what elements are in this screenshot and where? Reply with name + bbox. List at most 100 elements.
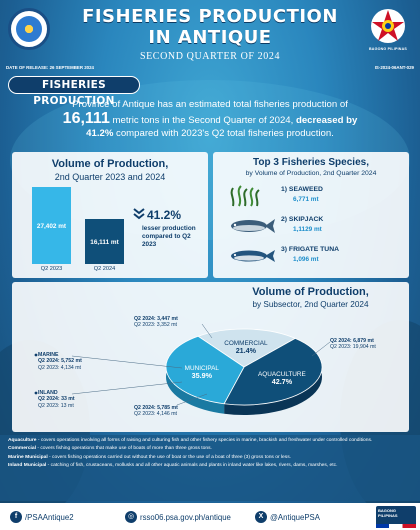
aquaculture-q2-2023: Q2 2023: 19,904 mt [330, 344, 376, 351]
bullet-dot [34, 353, 38, 357]
species-name: 1) SEAWEED [281, 186, 323, 193]
chevron-down-double-icon [133, 208, 145, 220]
municipal-q2-2024: Q2 2024: 5,785 mt [134, 405, 178, 411]
aquaculture-annotation: Q2 2024: 6,879 mt Q2 2023: 19,904 mt [330, 338, 376, 351]
commercial-annotation: Q2 2024: 3,447 mt Q2 2023: 3,352 mt [134, 316, 178, 329]
species-name: 3) FRIGATE TUNA [281, 246, 340, 253]
header: FISHERIES PRODUCTION IN ANTIQUE SECOND Q… [0, 0, 420, 62]
seaweed-icon [230, 185, 260, 207]
frigate-tuna-icon [231, 250, 275, 262]
badge-text: BAGONG PILIPINAS [378, 508, 398, 518]
volume-panel-title: Volume of Production, [51, 158, 169, 170]
lede-bold-2: 41.2% [86, 128, 114, 139]
inland-q2-2024: Q2 2024: 33 mt [38, 396, 75, 403]
municipal-annotation: Q2 2024: 5,785 mt Q2 2023: 4,146 mt [134, 405, 178, 418]
psa-seal-logo [8, 8, 50, 50]
change-percent: 41.2% [147, 208, 182, 222]
bagong-pilipinas-badge: BAGONG PILIPINAS [376, 506, 416, 528]
facebook-link[interactable]: f /PSAAntique2 [10, 510, 74, 524]
leader-line [176, 393, 208, 406]
page-title-line2: IN ANTIQUE [148, 27, 272, 48]
pie-slice-aquaculture [223, 337, 323, 406]
section-title: FISHERIES PRODUCTION [8, 76, 140, 107]
globe-icon: ◎ [125, 511, 137, 523]
twitter-link[interactable]: X @AntiquePSA [255, 510, 320, 524]
change-text: lesser production compared to Q2 2023 [142, 225, 196, 248]
species-value: 1,1129 mt [293, 226, 322, 233]
volume-panel-subtitle: 2nd Quarter 2023 and 2024 [54, 172, 166, 182]
bar-label-q2-2024: Q2 2024 [93, 266, 116, 272]
pie-slice-side [165, 336, 225, 414]
subsector-panel: Volume of Production, by Subsector, 2nd … [12, 282, 409, 432]
facebook-handle: /PSAAntique2 [25, 512, 74, 522]
marine-label: MARINE [38, 352, 59, 358]
meta-row: DATE OF RELEASE: 26 SEPTEMBER 2024 IS-20… [0, 64, 420, 74]
species-item: 3) FRIGATE TUNA 1,096 mt [213, 242, 409, 272]
subsector-pie-chart: COMMERCIAL 21.4% AQUACULTURE 42.7% MUNICIPAL… [12, 282, 409, 432]
commercial-q2-2024: Q2 2024: 3,447 mt [134, 316, 178, 322]
lede-total: 16,111 [62, 109, 110, 127]
leader-line [71, 381, 183, 395]
note-term: Aquaculture [8, 438, 37, 443]
release-date: DATE OF RELEASE: 26 SEPTEMBER 2024 [6, 65, 94, 70]
inland-q2-2023: Q2 2023: 13 mt [38, 402, 74, 409]
skipjack-fish-icon [231, 219, 275, 233]
page-title-line1: FISHERIES PRODUCTION [82, 6, 338, 27]
note-term: Inland Municipal [8, 462, 47, 468]
pie-slice-side [224, 338, 323, 415]
bar-value-q2-2024: 16,111 mt [90, 239, 119, 246]
bullet-dot [34, 391, 38, 395]
reference-number: IS-2024-06ANT-029 [374, 65, 414, 70]
bar-label-q2-2023: Q2 2023 [40, 266, 63, 272]
twitter-handle: @AntiquePSA [270, 512, 320, 522]
leader-line [311, 341, 331, 357]
lede-text-1: Province of Antique has an estimated tot… [72, 99, 348, 110]
pie-label-municipal: MUNICIPAL [185, 365, 220, 372]
species-name: 2) SKIPJACK [281, 216, 324, 223]
lede-text-3: compared with 2023's Q2 total fisheries … [116, 128, 334, 139]
species-item: 2) SKIPJACK 1,1129 mt [213, 212, 409, 242]
footer: f /PSAAntique2 ◎ rsso06.psa.gov.ph/antiq… [0, 503, 420, 530]
pie-slice-municipal [165, 335, 245, 405]
facebook-icon: f [10, 511, 22, 523]
species-item: 1) SEAWEED 6,771 mt [213, 182, 409, 212]
note-term: Marine Municipal [8, 454, 48, 460]
species-panel-subtitle: by Volume of Production, 2nd Quarter 202… [245, 170, 377, 177]
note-marine-municipal: Marine Municipal - covers fishing operat… [8, 455, 412, 461]
lede-text-2: metric tons in the Second Quarter of 202… [112, 114, 294, 126]
marine-q2-2024: Q2 2024: 5,752 mt [38, 358, 82, 365]
species-value: 6,771 mt [293, 196, 319, 203]
bar-q2-2024 [85, 219, 124, 264]
note-inland-municipal: Inland Municipal - catching of fish, cru… [8, 463, 412, 469]
leader-line [201, 323, 213, 339]
note-text: - covers operations involving all forms … [36, 438, 373, 443]
species-panel-title: Top 3 Fisheries Species, [253, 157, 369, 168]
pie-value-municipal: 35.9% [192, 371, 213, 380]
marine-annotation: MARINE Q2 2024: 5,752 mt Q2 2023: 4,134 … [38, 352, 82, 371]
note-commercial: Commercial - covers fishing operations t… [8, 446, 412, 452]
pie-slice-commercial [197, 328, 297, 368]
species-value: 1,096 mt [293, 256, 319, 263]
definitions-notes: Aquaculture - covers operations involvin… [0, 435, 420, 501]
flag-stripe [376, 524, 416, 528]
bar-value-q2-2023: 27,402 mt [36, 223, 67, 230]
pie-value-aquaculture: 42.7% [272, 377, 293, 386]
aquaculture-q2-2024: Q2 2024: 6,879 mt [330, 338, 374, 344]
lede-bold-1: decreased by [295, 114, 358, 126]
leader-line [71, 355, 183, 369]
x-logo-icon: X [255, 511, 267, 523]
inland-label: INLAND [38, 390, 58, 396]
website-link[interactable]: ◎ rsso06.psa.gov.ph/antique [125, 510, 231, 524]
page-subtitle: SECOND QUARTER OF 2024 [139, 51, 281, 62]
note-text: - covers fishing operations that make us… [36, 446, 212, 452]
pie-label-aquaculture: AQUACULTURE [258, 371, 306, 378]
note-term: Commercial [8, 446, 36, 452]
bar-q2-2023 [32, 187, 71, 264]
subsector-panel-title: Volume of Production, [252, 286, 369, 298]
website-url: rsso06.psa.gov.ph/antique [140, 512, 231, 522]
lede-paragraph: Province of Antique has an estimated tot… [30, 98, 390, 141]
pie-label-commercial: COMMERCIAL [224, 340, 268, 347]
species-panel: Top 3 Fisheries Species, by Volume of Pr… [213, 152, 409, 278]
bagong-pilipinas-logo [371, 9, 405, 43]
